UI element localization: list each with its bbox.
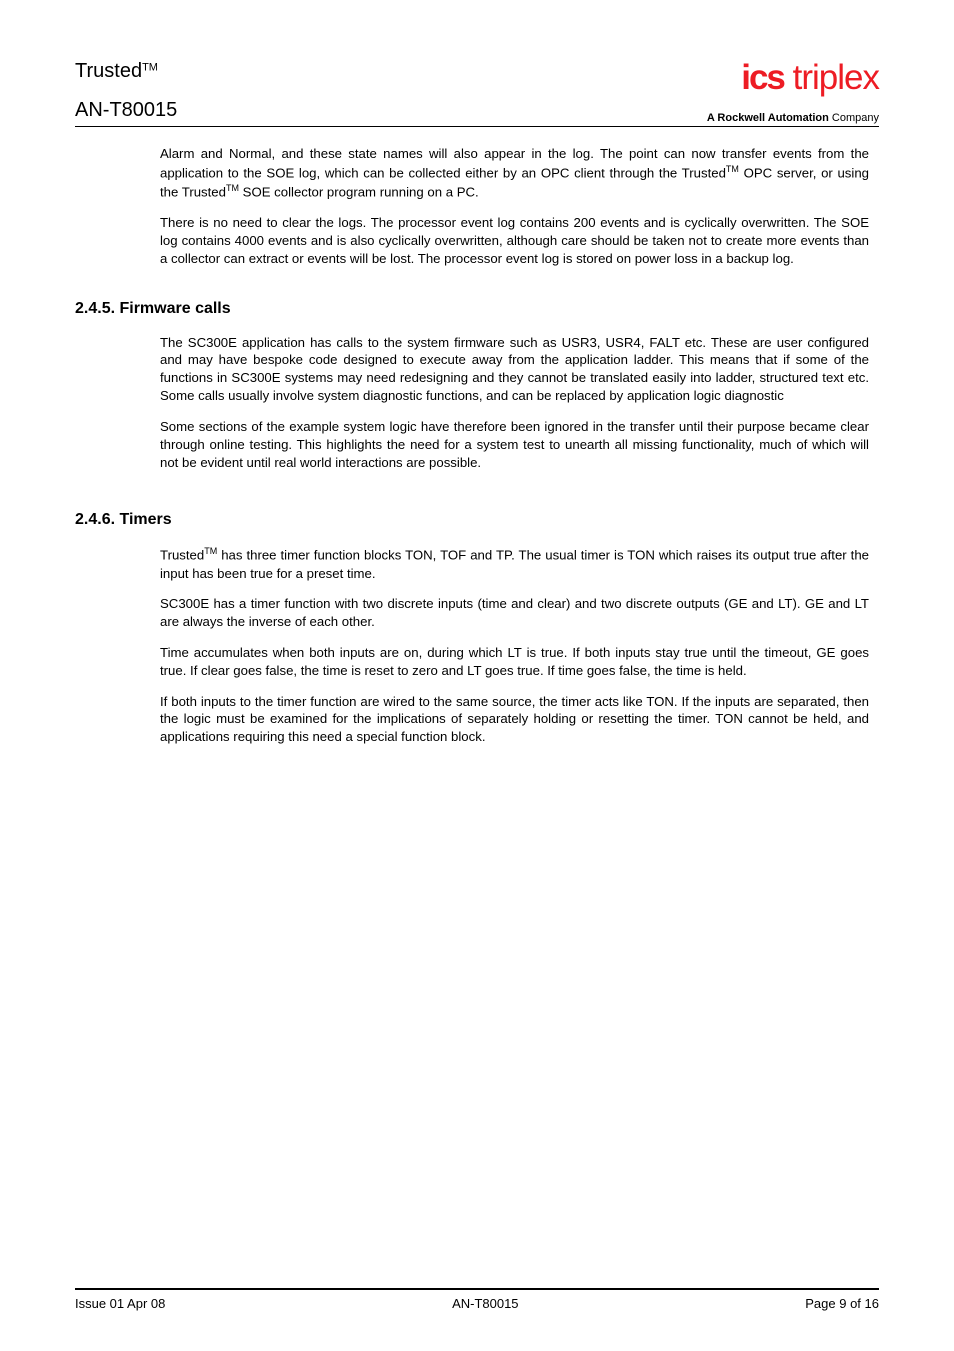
- section-246-p4: If both inputs to the timer function are…: [160, 693, 869, 746]
- section-245-p1: The SC300E application has calls to the …: [160, 334, 869, 405]
- rockwell-tagline: A Rockwell Automation Company: [707, 112, 879, 124]
- p246-1-tm: TM: [204, 546, 217, 556]
- footer-issue-date: Issue 01 Apr 08: [75, 1296, 165, 1311]
- rockwell-suffix: Company: [829, 112, 879, 124]
- section-246-p1: TrustedTM has three timer function block…: [160, 545, 869, 582]
- trusted-title-block: TrustedTM: [75, 60, 158, 83]
- ics-triplex-logo: ics triplex: [741, 60, 879, 95]
- section-246-content: TrustedTM has three timer function block…: [75, 545, 879, 746]
- footer-divider: [75, 1288, 879, 1290]
- rockwell-bold: Rockwell Automation: [717, 112, 828, 124]
- intro-paragraph-1: Alarm and Normal, and these state names …: [160, 145, 869, 201]
- header-row-2: AN-T80015 A Rockwell Automation Company: [75, 99, 879, 124]
- logo-block: ics triplex: [741, 60, 879, 95]
- section-heading-245: 2.4.5. Firmware calls: [75, 300, 879, 318]
- trusted-label: Trusted: [75, 60, 142, 82]
- footer-page-number: Page 9 of 16: [805, 1296, 879, 1311]
- section-246-p3: Time accumulates when both inputs are on…: [160, 644, 869, 680]
- section-246-p2: SC300E has a timer function with two dis…: [160, 595, 869, 631]
- section-245-p2: Some sections of the example system logi…: [160, 418, 869, 471]
- section-245-content: The SC300E application has calls to the …: [75, 334, 879, 472]
- document-number: AN-T80015: [75, 99, 177, 122]
- p1-tm2: TM: [226, 183, 239, 193]
- logo-ics-text: ics: [741, 58, 784, 97]
- p1-tm1: TM: [726, 164, 739, 174]
- body-content: Alarm and Normal, and these state names …: [75, 145, 879, 268]
- logo-triplex-text: triplex: [793, 58, 879, 97]
- footer-doc-number: AN-T80015: [452, 1296, 518, 1311]
- section-heading-246: 2.4.6. Timers: [75, 511, 879, 529]
- intro-paragraph-2: There is no need to clear the logs. The …: [160, 214, 869, 267]
- footer-row: Issue 01 Apr 08 AN-T80015 Page 9 of 16: [75, 1296, 879, 1311]
- p246-1-part2: has three timer function blocks TON, TOF…: [160, 548, 869, 581]
- trusted-tm: TM: [142, 62, 158, 74]
- header-divider: [75, 126, 879, 127]
- p1-part3: SOE collector program running on a PC.: [239, 184, 479, 199]
- page-footer: Issue 01 Apr 08 AN-T80015 Page 9 of 16: [75, 1288, 879, 1311]
- page-header: TrustedTM ics triplex: [75, 60, 879, 95]
- rockwell-prefix: A: [707, 112, 718, 124]
- p246-1-part1: Trusted: [160, 548, 204, 563]
